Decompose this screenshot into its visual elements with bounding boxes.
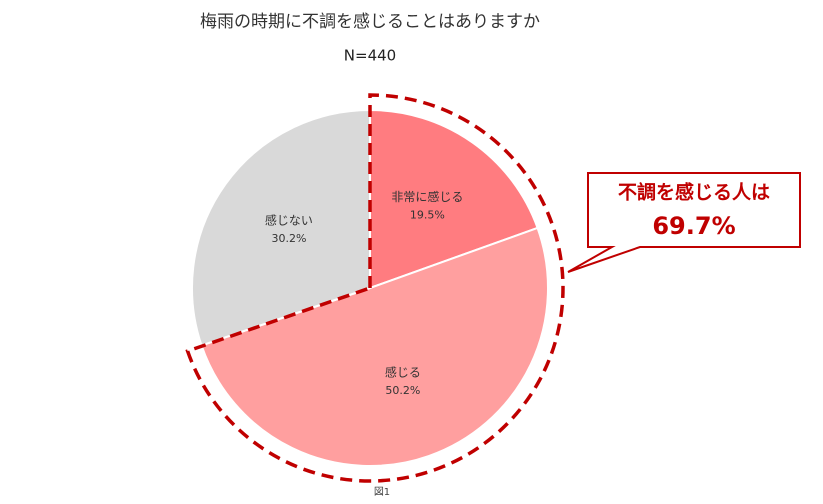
pie-slice (200, 226, 549, 467)
pie-slice (191, 108, 371, 347)
slice-value-label: 50.2% (385, 384, 420, 397)
pie-slice (369, 108, 539, 290)
callout-value: 69.7% (652, 212, 735, 240)
slice-label: 感じない (265, 212, 313, 227)
chart-title: 梅雨の時期に不調を感じることはありますか (200, 12, 540, 32)
callout-box (567, 172, 801, 273)
slice-label: 非常に感じる (391, 189, 463, 204)
callout-outline (185, 93, 565, 483)
slice-label: 感じる (385, 365, 421, 380)
slice-value-label: 30.2% (271, 232, 306, 245)
slice-value-label: 19.5% (410, 208, 445, 221)
caption: 図1 (374, 486, 390, 498)
callout-text: 不調を感じる人は (618, 181, 770, 204)
chart-subtitle: N=440 (344, 47, 396, 65)
